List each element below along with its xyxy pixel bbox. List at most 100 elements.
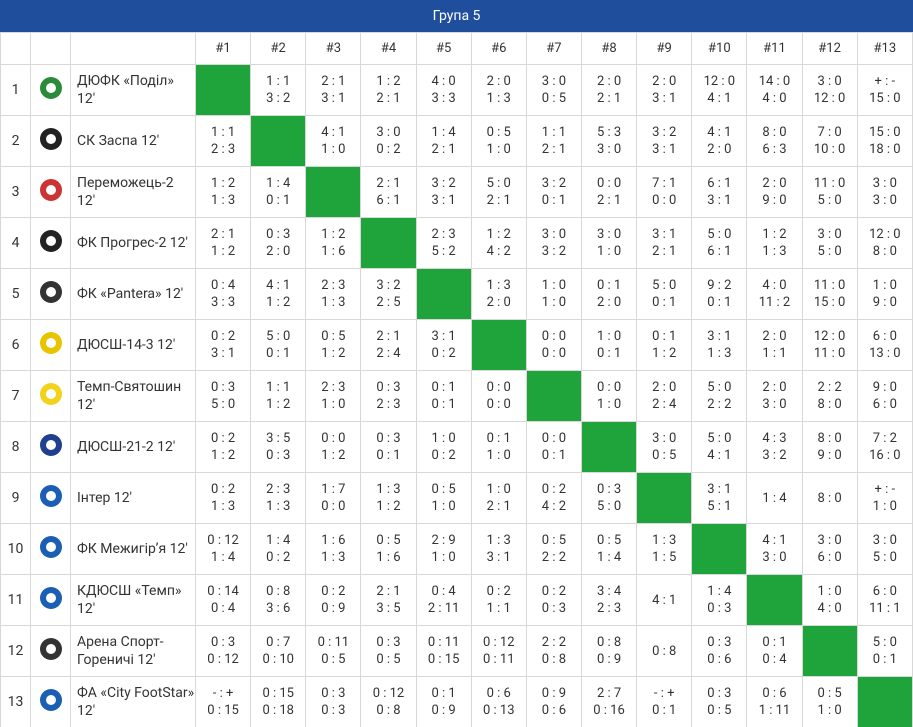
logo-detail: [45, 133, 56, 144]
score: 3 : 6: [266, 601, 291, 616]
score: 0 : 1: [652, 703, 677, 718]
score: 1 : 2: [210, 176, 236, 191]
score: 5 : 0: [707, 227, 732, 242]
score-cell: 0 : 0 2 : 1: [580, 166, 638, 218]
score: 11 : 2: [758, 295, 791, 310]
score: 2 : 11: [427, 601, 460, 616]
score-cell: 0 : 4 2 : 11: [415, 574, 472, 626]
score: 2 : 1: [652, 244, 677, 259]
score: 0 : 5: [541, 533, 567, 548]
row-number: 11: [0, 574, 31, 626]
score-cell: 15 : 0 18 : 0: [856, 115, 913, 167]
score-cell: 4 : 0 3 : 3: [415, 64, 472, 116]
score-cell: 0 : 12 0 : 8: [360, 676, 417, 727]
score: 0 : 6: [707, 652, 732, 667]
score: 3 : 2: [762, 448, 787, 463]
score: 4 : 0: [817, 601, 842, 616]
score: 7 : 0: [817, 125, 842, 140]
score: 1 : 7: [321, 482, 346, 497]
score-cell: 1 : 4: [746, 472, 803, 524]
score: 5 : 0: [817, 244, 842, 259]
score: 9 : 0: [762, 193, 787, 208]
score-cell: 0 : 3 2 : 0: [250, 217, 307, 269]
score-cell: 0 : 4 3 : 3: [194, 268, 252, 320]
score: 2 : 4: [652, 397, 677, 412]
score-cell: 1 : 4 0 : 3: [691, 574, 748, 626]
score-cell: 2 : 3 1 : 3: [305, 268, 362, 320]
self-cell: [636, 472, 693, 524]
team-row: 2 СК Заспа 12' 1 : 1 2 : 3 4 : 1 1 : 0 3 : 0 0 …: [0, 115, 913, 167]
team-logo: [30, 625, 71, 677]
team-logo: [30, 523, 71, 575]
score: 0 : 0: [486, 397, 511, 412]
score-cell: 1 : 3 3 : 1: [470, 523, 527, 575]
score-cell: 0 : 5 1 : 0: [801, 676, 858, 727]
score-cell: 0 : 11 0 : 5: [305, 625, 362, 677]
score: 3 : 1: [486, 550, 511, 565]
score-cell: 4 : 1 1 : 0: [305, 115, 362, 167]
score: 1 : 0: [817, 703, 842, 718]
team-row: 6 ДЮСШ-14-3 12' 0 : 2 3 : 1 5 : 0 0 : 1 0 : 5 1…: [0, 319, 913, 371]
score: 15 : 0: [869, 125, 901, 140]
score: 0 : 0: [321, 499, 346, 514]
score-cell: 5 : 0 2 : 2: [691, 370, 748, 422]
logo: [39, 331, 62, 354]
self-cell: [856, 676, 913, 727]
score: 0 : 1: [652, 295, 677, 310]
score-cell: 2 : 1 6 : 1: [360, 166, 417, 218]
team-row: 7 Темп-Святошин 12' 0 : 3 5 : 0 1 : 1 1 : 2 2 …: [0, 370, 913, 422]
score: 0 : 0: [541, 329, 567, 344]
score-cell: 3 : 0 6 : 0: [801, 523, 858, 575]
score-cell: 0 : 14 0 : 4: [194, 574, 252, 626]
team-logo: [30, 64, 71, 116]
logo-detail: [45, 82, 56, 93]
score: 0 : 6: [486, 686, 511, 701]
team-name: ФК «Pantera» 12': [70, 268, 196, 320]
score: 3 : 1: [431, 329, 456, 344]
score: 3 : 2: [541, 244, 567, 259]
score-cell: 1 : 4 0 : 2: [250, 523, 307, 575]
score-cell: 1 : 2 1 : 3: [194, 166, 252, 218]
logo-detail: [45, 694, 56, 705]
score: 1 : 0: [541, 295, 567, 310]
score-cell: 0 : 12 1 : 4: [194, 523, 252, 575]
score: 1 : 1: [762, 346, 787, 361]
score: 0 : 3: [266, 227, 291, 242]
score: 1 : 2: [376, 499, 401, 514]
score-cell: 2 : 0 2 : 4: [636, 370, 693, 422]
score: 0 : 1: [376, 448, 401, 463]
score-cell: 2 : 0 1 : 3: [470, 64, 527, 116]
score: 3 : 1: [707, 482, 732, 497]
score: 1 : 3: [210, 499, 236, 514]
score-cell: 1 : 2 1 : 6: [305, 217, 362, 269]
score-cell: 2 : 2 8 : 0: [801, 370, 858, 422]
score: 1 : 4: [762, 490, 787, 506]
score-cell: 2 : 3 1 : 0: [305, 370, 362, 422]
score: 0 : 1: [707, 295, 732, 310]
team-logo: [30, 217, 71, 269]
score-cell: 1 : 1 1 : 2: [250, 370, 307, 422]
score-cell: 0 : 0 0 : 0: [470, 370, 527, 422]
score: 0 : 5: [321, 652, 346, 667]
team-logo: [30, 574, 71, 626]
score: 5 : 0: [266, 329, 291, 344]
row-number: 7: [0, 370, 31, 422]
score-cell: 0 : 5 1 : 6: [360, 523, 417, 575]
score: 6 : 1: [707, 244, 732, 259]
score: 8 : 0: [817, 431, 842, 446]
score-cell: 5 : 0 2 : 1: [470, 166, 527, 218]
score: 2 : 0: [266, 244, 291, 259]
score: 2 : 7: [596, 686, 622, 701]
score-cell: 3 : 1 1 : 3: [691, 319, 748, 371]
score: 1 : 1: [486, 601, 511, 616]
score: 16 : 0: [869, 448, 901, 463]
score: + : -: [874, 74, 896, 89]
score-cell: 1 : 3 2 : 0: [470, 268, 527, 320]
score-cell: 0 : 1 0 : 1: [415, 370, 472, 422]
score: 5 : 0: [652, 278, 677, 293]
score: 2 : 3: [376, 397, 401, 412]
score: 0 : 5: [596, 533, 622, 548]
score: 6 : 3: [762, 142, 787, 157]
score-cell: 2 : 0 3 : 0: [746, 370, 803, 422]
